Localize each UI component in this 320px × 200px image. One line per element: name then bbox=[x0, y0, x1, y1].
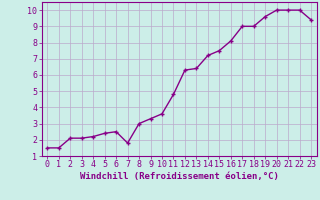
X-axis label: Windchill (Refroidissement éolien,°C): Windchill (Refroidissement éolien,°C) bbox=[80, 172, 279, 181]
